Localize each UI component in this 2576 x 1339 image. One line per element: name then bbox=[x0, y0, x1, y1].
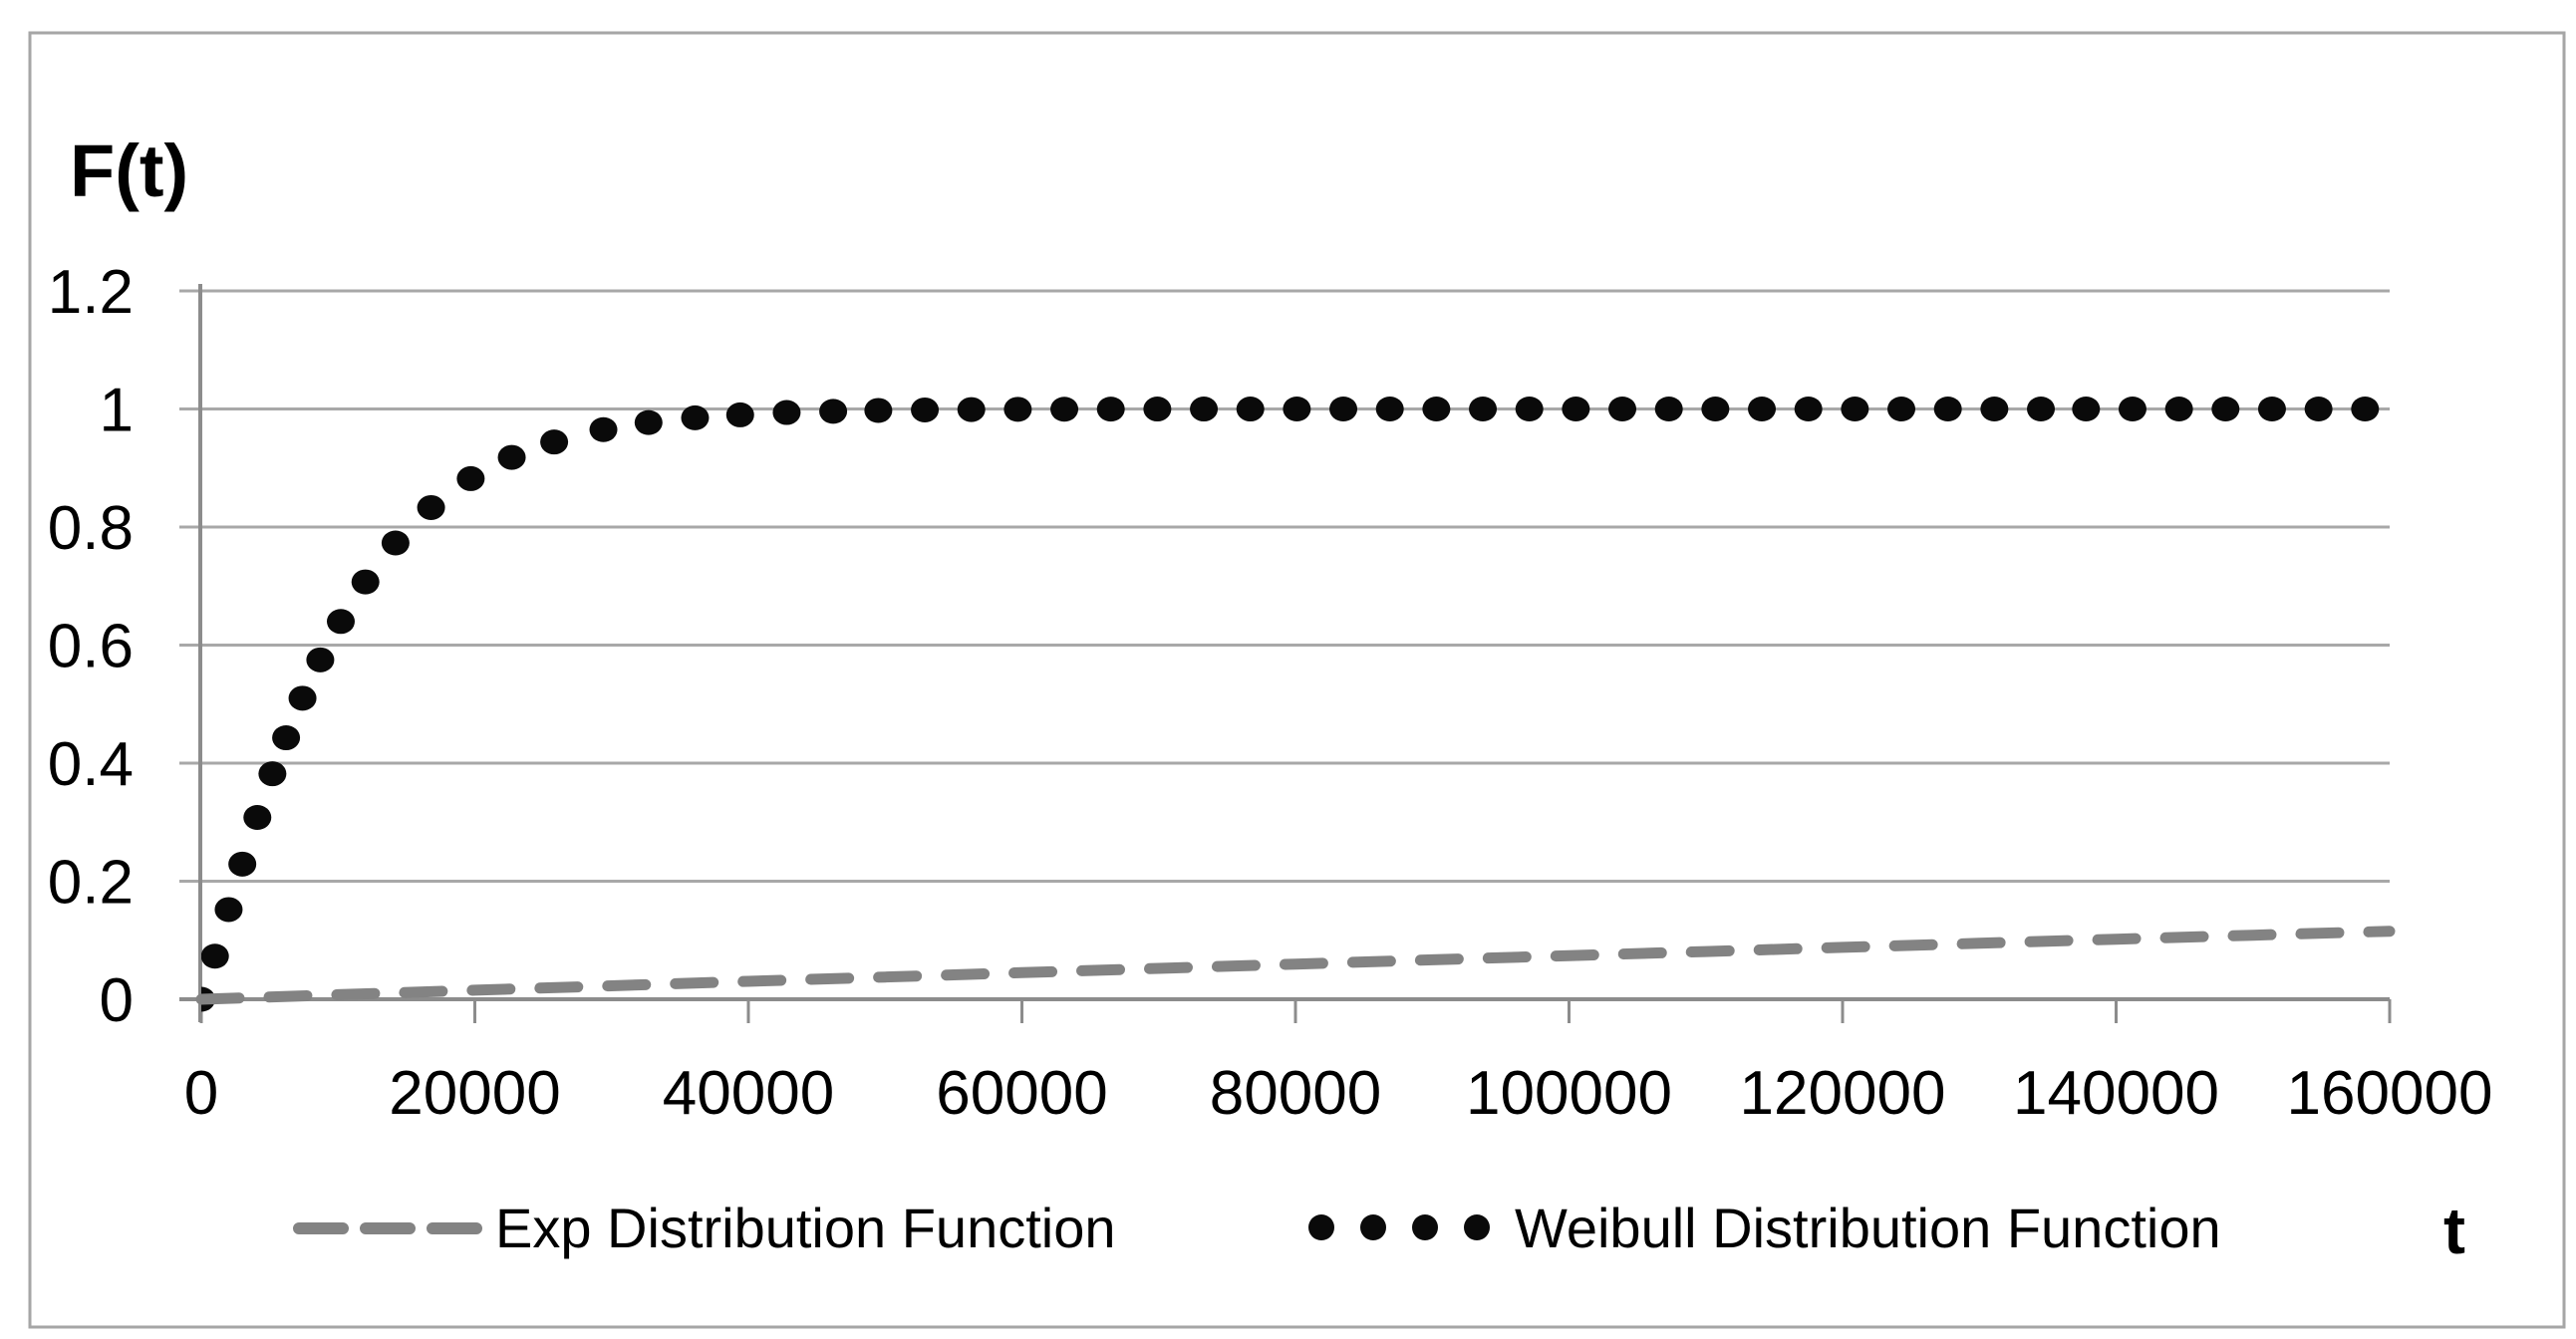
weibull-data-point bbox=[258, 761, 287, 787]
y-tick-label: 0 bbox=[100, 966, 134, 1035]
x-axis-title: t bbox=[2443, 1194, 2465, 1267]
weibull-data-point bbox=[589, 416, 618, 442]
gridlines bbox=[179, 289, 2390, 883]
weibull-data-point bbox=[864, 398, 893, 423]
weibull-data-point bbox=[214, 897, 243, 923]
weibull-data-point bbox=[228, 851, 257, 877]
weibull-data-point bbox=[1654, 397, 1683, 421]
axes bbox=[179, 284, 2390, 1022]
weibull-data-point bbox=[1933, 397, 1962, 421]
weibull-data-point bbox=[351, 569, 380, 595]
legend: Exp Distribution Function Weibull Distri… bbox=[293, 1197, 2221, 1259]
weibull-data-point bbox=[1469, 397, 1498, 421]
weibull-data-point bbox=[326, 609, 355, 635]
weibull-data-point bbox=[681, 404, 710, 430]
weibull-data-point bbox=[1748, 397, 1777, 421]
x-tick-label: 100000 bbox=[1466, 1059, 1672, 1128]
x-tick-label: 80000 bbox=[1210, 1059, 1381, 1128]
y-tick-label: 0.2 bbox=[48, 849, 134, 918]
weibull-data-point bbox=[2304, 397, 2333, 421]
weibull-data-point bbox=[1887, 397, 1916, 421]
weibull-data-point bbox=[2257, 397, 2286, 421]
y-axis-tick-labels: 0 0.2 0.4 0.6 0.8 1 1.2 bbox=[48, 258, 134, 1035]
weibull-data-point bbox=[306, 647, 335, 672]
weibull-data-point bbox=[911, 397, 940, 422]
legend-weibull-label: Weibull Distribution Function bbox=[1515, 1197, 2221, 1259]
weibull-data-point bbox=[1050, 397, 1079, 422]
x-tick-label: 40000 bbox=[663, 1059, 834, 1128]
weibull-data-point bbox=[497, 444, 526, 470]
weibull-data-point bbox=[2072, 397, 2101, 421]
weibull-data-point bbox=[1515, 397, 1544, 421]
y-tick-label: 0.8 bbox=[48, 494, 134, 563]
legend-exp-label: Exp Distribution Function bbox=[495, 1197, 1116, 1259]
weibull-data-point bbox=[1608, 397, 1637, 421]
y-tick-label: 1 bbox=[100, 377, 134, 445]
y-tick-label: 0.4 bbox=[48, 730, 134, 799]
weibull-data-point bbox=[540, 429, 569, 455]
x-axis-tick-labels: 0 20000 40000 60000 80000 100000 120000 140000 1… bbox=[184, 1059, 2493, 1128]
x-tick-label: 0 bbox=[184, 1059, 218, 1128]
x-tick-label: 140000 bbox=[2013, 1059, 2219, 1128]
x-tick-label: 20000 bbox=[389, 1059, 560, 1128]
figure-border bbox=[28, 31, 2566, 1329]
weibull-data-point bbox=[243, 805, 272, 831]
weibull-data-point bbox=[2211, 397, 2240, 421]
weibull-data-point bbox=[456, 465, 485, 491]
weibull-data-point bbox=[1841, 397, 1869, 421]
y-tick-label: 1.2 bbox=[48, 258, 134, 327]
weibull-data-point bbox=[1283, 397, 1311, 421]
weibull-data-point bbox=[381, 530, 410, 556]
exp-line-path bbox=[195, 926, 2396, 1005]
x-axis-ticks bbox=[199, 999, 2392, 1023]
weibull-data-point bbox=[272, 725, 301, 751]
weibull-data-point bbox=[1794, 397, 1823, 421]
weibull-data-point bbox=[1375, 397, 1404, 421]
weibull-data-point bbox=[201, 943, 229, 969]
weibull-data-point bbox=[819, 399, 848, 424]
weibull-data-point bbox=[1190, 397, 1219, 422]
y-axis-title: F(t) bbox=[70, 130, 188, 212]
legend-weibull-dots-marker bbox=[1308, 1214, 1490, 1240]
weibull-data-point bbox=[1701, 397, 1730, 421]
y-tick-label: 0.6 bbox=[48, 613, 134, 681]
x-tick-label: 120000 bbox=[1740, 1059, 1946, 1128]
weibull-data-point bbox=[957, 397, 986, 422]
weibull-data-point bbox=[725, 402, 754, 427]
weibull-data-point bbox=[417, 494, 445, 520]
weibull-data-point bbox=[1143, 397, 1172, 422]
weibull-data-point bbox=[2351, 397, 2380, 421]
weibull-data-point bbox=[288, 685, 317, 711]
weibull-data-point bbox=[1329, 397, 1358, 421]
series-exp-dashed-line bbox=[195, 926, 2396, 1005]
weibull-data-point bbox=[2027, 397, 2056, 421]
weibull-data-point bbox=[772, 400, 801, 425]
weibull-data-point bbox=[1422, 397, 1451, 421]
x-tick-label: 160000 bbox=[2287, 1059, 2493, 1128]
weibull-data-point bbox=[2164, 397, 2193, 421]
weibull-data-point bbox=[1562, 397, 1590, 421]
weibull-data-point bbox=[2118, 397, 2147, 421]
x-tick-label: 60000 bbox=[936, 1059, 1107, 1128]
weibull-data-point bbox=[1236, 397, 1265, 422]
weibull-data-point bbox=[1003, 397, 1032, 422]
weibull-data-point bbox=[634, 409, 663, 435]
weibull-data-point bbox=[1980, 397, 2009, 421]
weibull-data-point bbox=[1096, 397, 1125, 422]
series-weibull-dots bbox=[201, 397, 2380, 1012]
